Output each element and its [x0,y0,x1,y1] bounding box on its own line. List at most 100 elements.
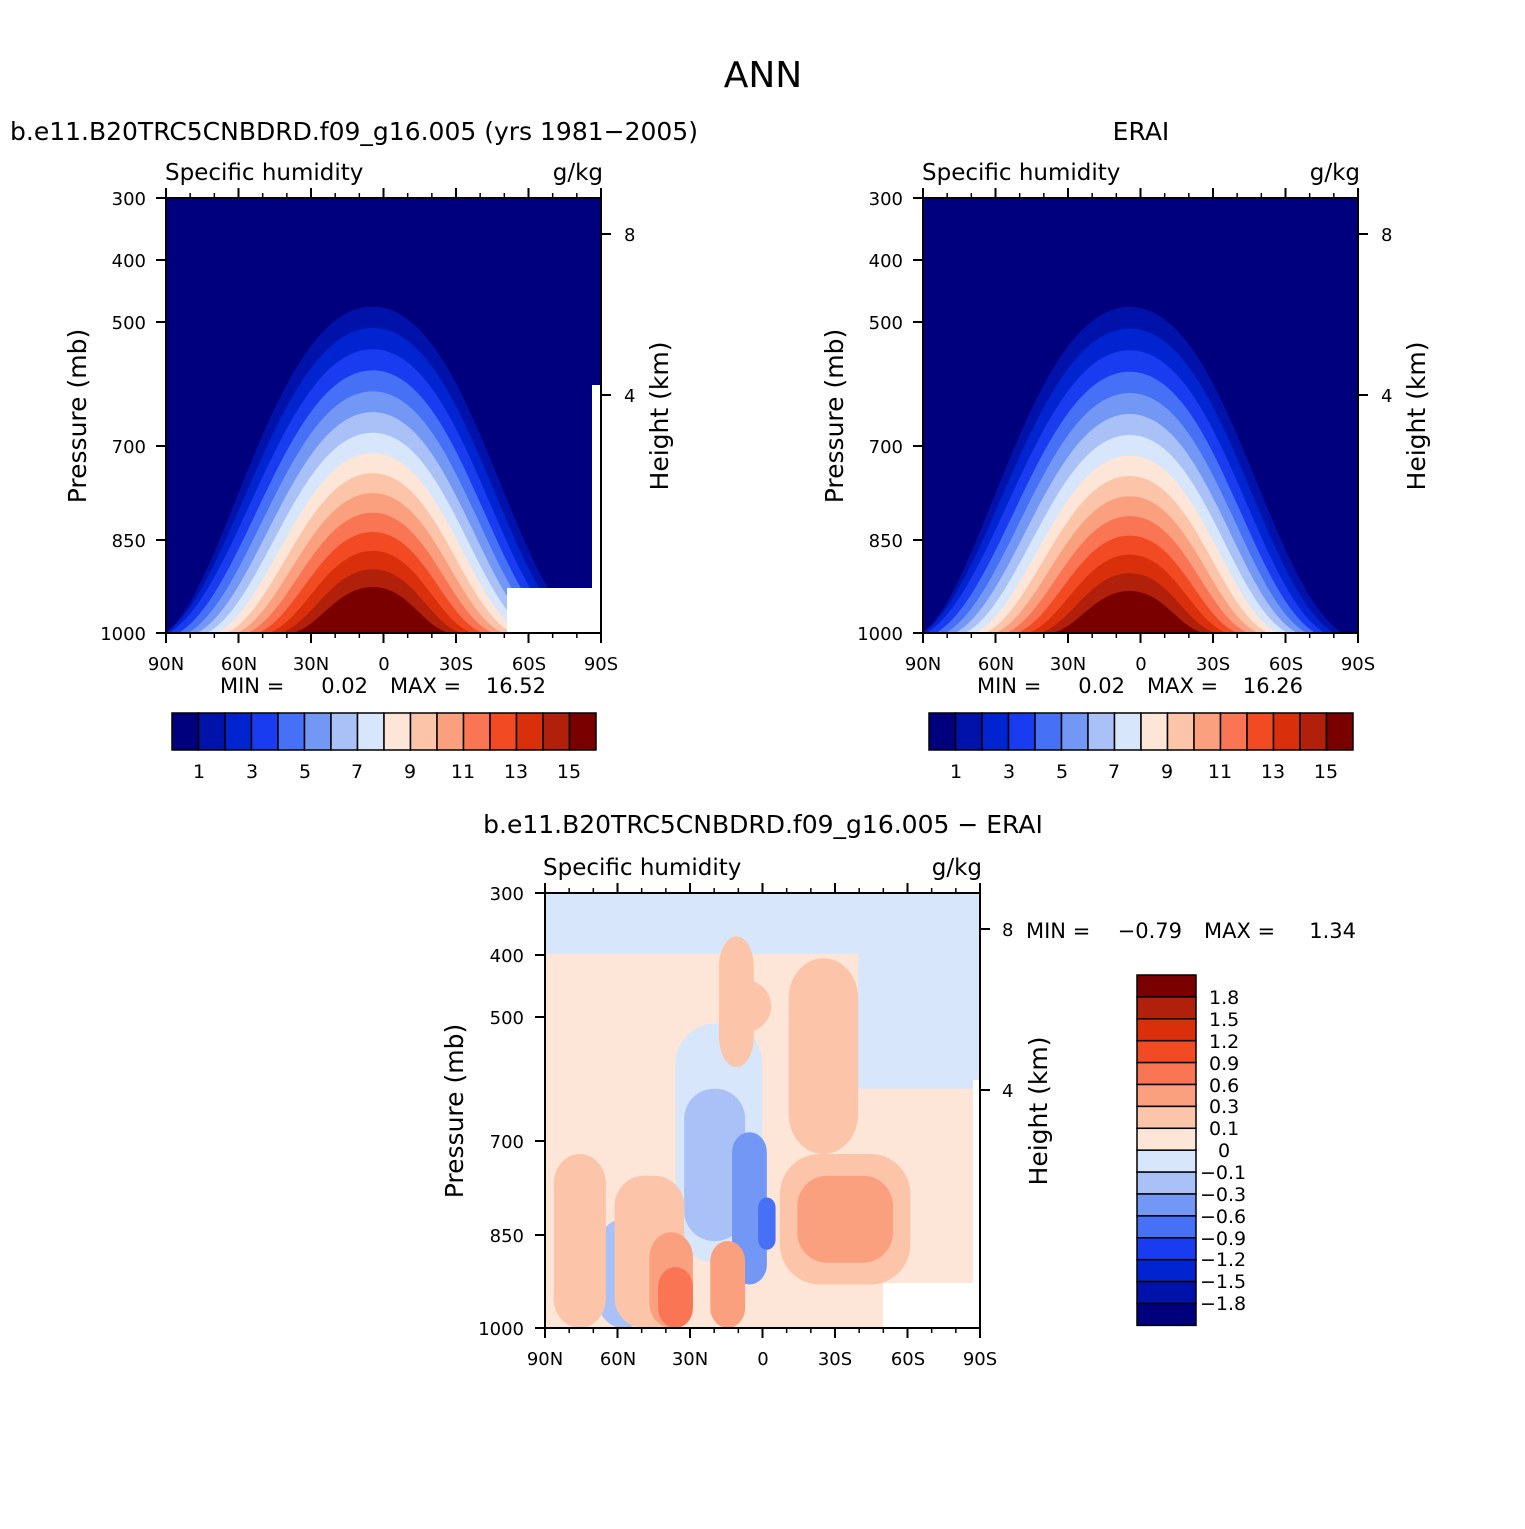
panel-model-max-label: MAX = [390,674,461,698]
panel-diff-x-tick-labels: 90N 60N 30N 0 30S 60S 90S [527,1349,997,1370]
colorbar-cell [277,712,306,751]
panel-model-missing-strip [592,385,601,588]
colorbar-cell [1136,1215,1197,1239]
panel-obs-colorbar-labels: 1 3 5 7 9 11 13 15 [950,761,1338,783]
y-tick-label: 400 [112,251,146,272]
contour-level-15 [1052,591,1204,633]
panel-obs-y-tick-labels: 300 400 500 700 850 1000 8 4 [857,189,1392,645]
colorbar-cell [1140,712,1169,751]
panel-model-y2label: Height (km) [645,342,674,491]
colorbar-label: 15 [557,761,581,783]
panel-diff-min-value: −0.79 [1118,919,1182,943]
y-tick-label: 300 [869,189,903,210]
colorbar-cell [1136,1105,1197,1130]
colorbar-cell [1136,1061,1197,1086]
panel-diff-max-value: 1.34 [1309,919,1356,943]
x-tick-label: 60S [512,654,546,675]
panel-model-x-tick-labels: 90N 60N 30N 0 30S 60S 90S [148,654,618,675]
panel-obs-colorbar [928,712,1354,751]
colorbar-cell [171,712,200,751]
colorbar-cell [1325,712,1354,751]
colorbar-label: −0.1 [1200,1162,1246,1184]
anomaly-region [797,1175,893,1263]
y-tick-label: 850 [490,1226,524,1247]
y2-tick-label: 8 [624,225,635,246]
panel-diff: b.e11.B20TRC5CNBDRD.f09_g16.005 − ERAI S… [440,810,1356,1370]
panel-obs-right-label: g/kg [1310,160,1360,186]
colorbar-cell [1299,712,1328,751]
colorbar-label: −0.6 [1200,1206,1246,1228]
panel-model-min-value: 0.02 [321,674,368,698]
panel-diff-y2label: Height (km) [1024,1037,1053,1186]
y2-tick-label: 4 [1002,1081,1013,1102]
anomaly-region [758,1197,776,1250]
panel-obs-min-value: 0.02 [1078,674,1125,698]
colorbar-cell [383,712,412,751]
colorbar-label: 0.3 [1209,1096,1239,1118]
panel-diff-title: b.e11.B20TRC5CNBDRD.f09_g16.005 − ERAI [483,810,1043,839]
anomaly-region [658,1267,693,1328]
x-tick-label: 30S [1196,654,1230,675]
x-tick-label: 60S [1269,654,1303,675]
y-tick-label: 500 [869,313,903,334]
x-tick-label: 0 [757,1349,768,1370]
panel-obs-ylabel: Pressure (mb) [820,329,849,503]
panel-diff-ylabel: Pressure (mb) [440,1024,469,1198]
panel-model-title: b.e11.B20TRC5CNBDRD.f09_g16.005 (yrs 198… [10,117,698,146]
colorbar-label: 9 [1161,761,1173,783]
y2-tick-label: 4 [624,386,635,407]
panel-model-right-label: g/kg [553,160,603,186]
colorbar-label: −0.3 [1200,1184,1246,1206]
panel-diff-left-label: Specific humidity [543,855,741,881]
colorbar-cell [1136,996,1197,1020]
panel-model-y-tick-labels: 300 400 500 700 850 1000 8 4 [100,189,635,645]
anomaly-region [732,1132,767,1285]
colorbar-cell [1136,1127,1197,1151]
panel-diff-min-label: MIN = [1026,919,1090,943]
colorbar-cell [981,712,1010,751]
x-tick-label: 60N [978,654,1014,675]
colorbar-label: 0.6 [1209,1075,1239,1097]
y-tick-label: 500 [112,313,146,334]
x-tick-label: 90N [527,1349,563,1370]
panel-obs-field [923,198,1358,633]
colorbar-label: 9 [404,761,416,783]
anomaly-region [719,980,772,1033]
colorbar-cell [1246,712,1275,751]
colorbar-cell [1136,974,1197,998]
anomaly-region [788,958,859,1154]
colorbar-label: 13 [1261,761,1285,783]
colorbar-cell [1136,1193,1197,1217]
colorbar-label: 0.1 [1209,1118,1239,1140]
colorbar-label: 5 [299,761,311,783]
colorbar-label: 3 [1003,761,1015,783]
anomaly-region [684,1088,746,1241]
y-tick-label: 850 [869,531,903,552]
colorbar-cell [568,712,597,751]
x-tick-label: 30N [672,1349,708,1370]
colorbar-label: 13 [504,761,528,783]
colorbar-label: 0.9 [1209,1053,1239,1075]
colorbar-cell [1136,1083,1197,1108]
x-tick-label: 90S [963,1349,997,1370]
colorbar-cell [1193,712,1222,751]
x-tick-label: 90N [905,654,941,675]
colorbar-cell [1034,712,1063,751]
colorbar-cell [1136,1258,1197,1283]
colorbar-cell [1136,1237,1197,1261]
panel-model-axes [156,188,611,643]
y-tick-label: 300 [112,189,146,210]
panel-obs-max-label: MAX = [1147,674,1218,698]
colorbar-cell [928,712,957,751]
colorbar-label: 1 [950,761,962,783]
panel-model-colorbar-labels: 1 3 5 7 9 11 13 15 [193,761,581,783]
anomaly-region [858,936,980,1089]
panel-diff-max-label: MAX = [1204,919,1275,943]
colorbar-label: 1 [193,761,205,783]
colorbar-cell [330,712,359,751]
panel-diff-y-tick-labels: 300 400 500 700 850 1000 8 4 [478,884,1013,1340]
colorbar-cell [1272,712,1301,751]
y-tick-label: 700 [112,437,146,458]
colorbar-cell [1136,1280,1197,1305]
